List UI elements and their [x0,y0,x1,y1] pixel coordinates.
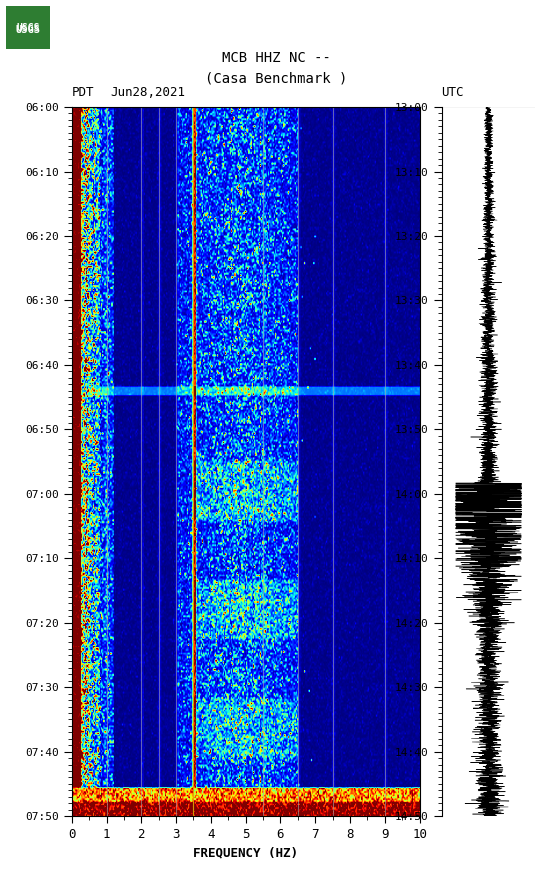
FancyBboxPatch shape [6,6,50,49]
Text: USGS: USGS [15,25,40,35]
Text: PDT: PDT [72,87,94,99]
Text: (Casa Benchmark ): (Casa Benchmark ) [205,71,347,86]
Text: UTC: UTC [442,87,464,99]
Text: Jun28,2021: Jun28,2021 [110,87,185,99]
Text: USGS: USGS [16,22,40,33]
X-axis label: FREQUENCY (HZ): FREQUENCY (HZ) [193,847,298,860]
Text: MCB HHZ NC --: MCB HHZ NC -- [221,51,331,65]
Polygon shape [6,15,45,49]
